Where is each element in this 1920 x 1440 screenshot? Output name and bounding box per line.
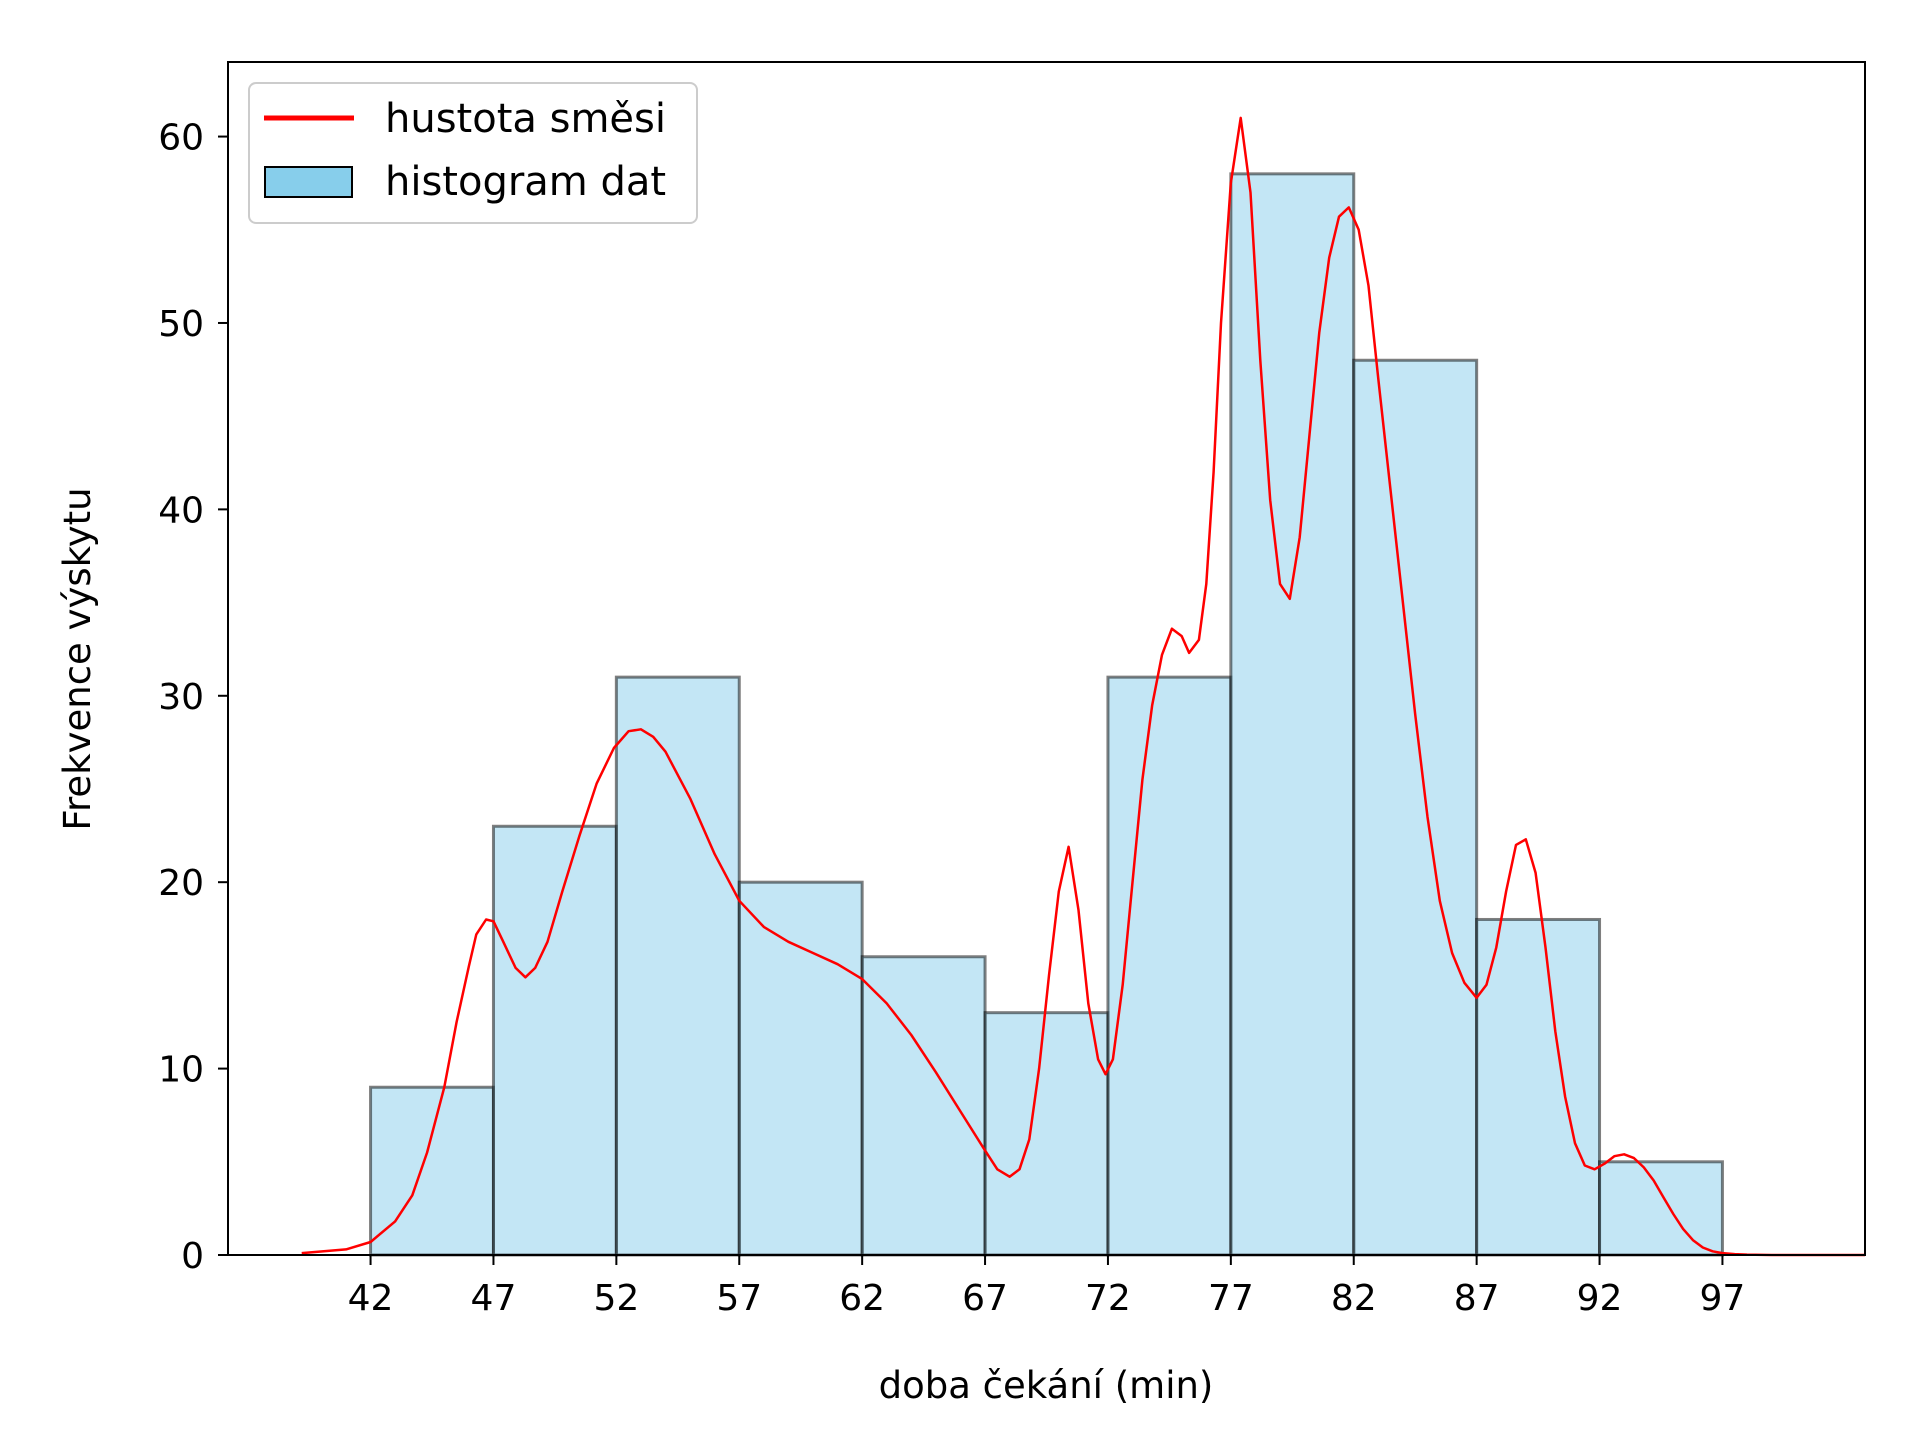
y-tick-label: 50 — [158, 304, 204, 345]
histogram-bar — [1598, 1160, 1724, 1257]
legend-bar-swatch — [264, 166, 353, 198]
histogram-bar — [614, 675, 741, 1257]
density-line-group — [301, 116, 1865, 1257]
x-tick-label: 67 — [962, 1278, 1008, 1319]
x-tick-label: 97 — [1700, 1278, 1746, 1319]
legend-box — [248, 82, 698, 224]
x-axis-ticks: 42 47 52 57 62 67 72 77 82 87 92 97 — [348, 1255, 1746, 1319]
histogram-bar — [860, 955, 987, 1257]
y-tick-label: 10 — [158, 1050, 204, 1091]
x-tick-label: 62 — [839, 1278, 885, 1319]
x-tick-label: 87 — [1454, 1278, 1500, 1319]
x-tick-label: 57 — [716, 1278, 762, 1319]
histogram-bar — [491, 824, 618, 1257]
histogram-bar — [737, 880, 864, 1257]
legend-label-density: hustota směsi — [385, 96, 666, 142]
x-axis-label: doba čekání (min) — [879, 1364, 1214, 1407]
y-tick-label: 0 — [181, 1236, 204, 1277]
x-tick-label: 52 — [593, 1278, 639, 1319]
y-tick-label: 60 — [158, 118, 204, 159]
histogram-bar — [1475, 917, 1602, 1257]
histogram-bars — [369, 172, 1724, 1257]
y-axis-label: Frekvence výskytu — [56, 487, 99, 830]
x-tick-label: 47 — [471, 1278, 517, 1319]
histogram-bar — [369, 1085, 495, 1257]
histogram-bar — [1106, 675, 1233, 1257]
legend: hustota směsi histogram dat — [248, 82, 698, 224]
y-axis-ticks: 0 10 20 30 40 50 60 — [158, 118, 228, 1277]
y-tick-label: 20 — [158, 863, 204, 904]
x-tick-label: 92 — [1577, 1278, 1623, 1319]
histogram-bar — [983, 1011, 1110, 1257]
x-tick-label: 42 — [348, 1278, 394, 1319]
legend-label-histogram: histogram dat — [385, 159, 666, 205]
y-tick-label: 40 — [158, 490, 204, 531]
histogram-bar — [1229, 172, 1356, 1257]
density-line — [301, 116, 1865, 1257]
x-tick-label: 77 — [1208, 1278, 1254, 1319]
x-tick-label: 72 — [1085, 1278, 1131, 1319]
histogram-bar — [1352, 358, 1479, 1257]
x-tick-label: 82 — [1331, 1278, 1377, 1319]
y-tick-label: 30 — [158, 677, 204, 718]
plot-frame — [227, 61, 1866, 1256]
